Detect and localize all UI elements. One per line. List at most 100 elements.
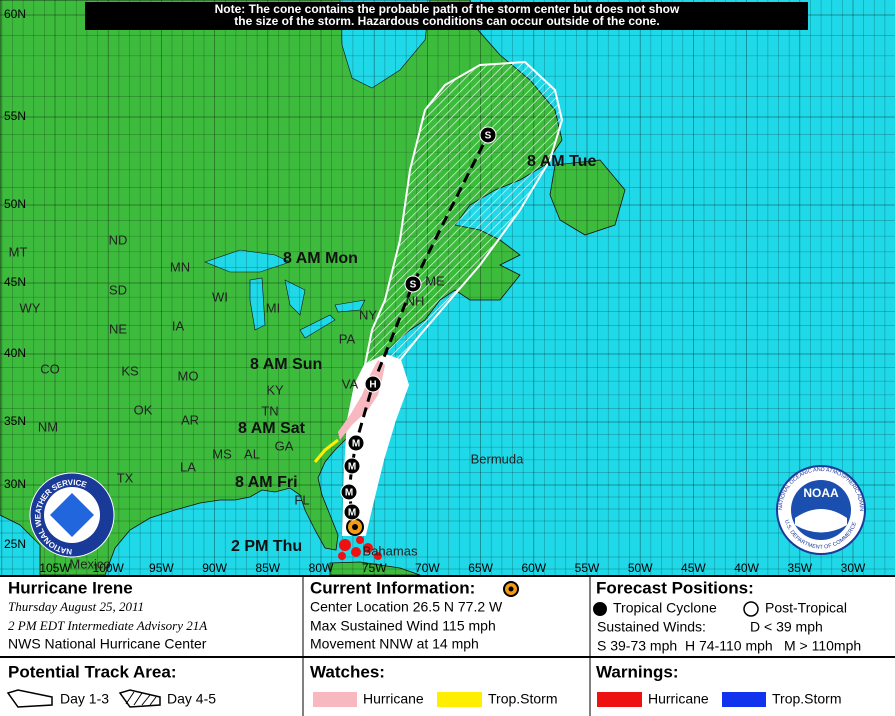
storm-name: Hurricane Irene	[8, 578, 133, 597]
region-label: FL	[294, 492, 309, 507]
region-label: TX	[117, 470, 134, 485]
longitude-label: 50W	[628, 561, 653, 575]
post-tropical-label: Post-Tropical	[765, 600, 847, 616]
region-label: PA	[339, 331, 356, 346]
track-symbol: S	[485, 131, 492, 142]
storm-watch	[313, 438, 339, 463]
track-symbol: H	[369, 380, 376, 391]
watch-storm: Trop.Storm	[488, 691, 558, 707]
region-label: Bermuda	[471, 451, 525, 466]
advisory: 2 PM EDT Intermediate Advisory 21A	[8, 618, 207, 633]
forecast-time: 2 PM Thu	[231, 538, 302, 555]
region-label: WY	[20, 300, 41, 315]
agency: NWS National Hurricane Center	[8, 636, 207, 652]
region-label: MT	[9, 244, 28, 259]
note: the size of the storm. Hazardous conditi…	[234, 14, 659, 28]
region-label: NM	[38, 419, 58, 434]
forecast-time: 8 AM Sat	[238, 420, 306, 437]
warning-hurricane: Hurricane	[648, 691, 709, 707]
grid	[0, 0, 895, 575]
track-symbol: M	[352, 439, 360, 450]
track-point	[347, 434, 365, 452]
current-line: Movement NNW at 14 mph	[310, 636, 479, 652]
longitude-label: 30W	[841, 561, 866, 575]
region-label: KS	[121, 363, 139, 378]
region-label: AR	[181, 412, 199, 427]
latitude-label: 50N	[4, 197, 26, 211]
longitude-label: 80W	[309, 561, 334, 575]
legend: Hurricane Irene Thursday August 25, 2011…	[0, 575, 895, 716]
wind-class: H 74-110 mph	[685, 638, 773, 654]
track-point	[343, 457, 361, 475]
winds-title: Sustained Winds:	[597, 619, 706, 635]
region-label: CO	[40, 361, 60, 376]
longitude-label: 45W	[681, 561, 706, 575]
day13-label: Day 1-3	[60, 691, 109, 707]
region-label: MO	[178, 368, 199, 383]
day45-label: Day 4-5	[167, 691, 216, 707]
forecast-time: 8 AM Fri	[235, 474, 298, 491]
region-label: SD	[109, 282, 127, 297]
watches-title: Watches:	[310, 662, 385, 681]
region-label: GA	[275, 438, 294, 453]
storm-date: Thursday August 25, 2011	[8, 599, 144, 614]
region-label: MI	[266, 300, 280, 315]
track-point	[340, 483, 358, 501]
track-symbol: M	[348, 508, 356, 519]
track-symbol: M	[348, 462, 356, 473]
longitude-label: 90W	[202, 561, 227, 575]
region-label: WI	[212, 289, 228, 304]
wind-class: M > 110mph	[784, 638, 861, 654]
track-point	[479, 126, 497, 144]
forecast-title: Forecast Positions:	[596, 578, 754, 597]
longitude-label: 60W	[521, 561, 546, 575]
longitude-label: 70W	[415, 561, 440, 575]
region-label: MN	[170, 259, 190, 274]
latitude-label: 40N	[4, 346, 26, 360]
latitude-label: 55N	[4, 109, 26, 123]
latitude-label: 30N	[4, 477, 26, 491]
region-label: KY	[266, 382, 284, 397]
current-line: Max Sustained Wind 115 mph	[310, 618, 496, 634]
longitude-label: 75W	[362, 561, 387, 575]
latitude-label: 25N	[4, 537, 26, 551]
track-symbol: M	[345, 488, 353, 499]
forecast-time: 8 AM Mon	[283, 250, 358, 267]
track-point	[343, 503, 361, 521]
region-label: AL	[244, 446, 260, 461]
region-label: Mexico	[69, 556, 110, 571]
longitude-label: 105W	[39, 561, 71, 575]
longitude-label: 85W	[255, 561, 280, 575]
region-label: NH	[406, 293, 425, 308]
nws-logo: NATIONAL WEATHER SERVICE	[29, 472, 115, 558]
map: 60N 55N 50N 45N 40N 35N 30N 25N 105W 100W 95W 90W 85…	[0, 0, 895, 576]
note-box	[85, 2, 808, 30]
region-label: NY	[359, 307, 377, 322]
region-label: OK	[134, 402, 153, 417]
region-label: TN	[261, 403, 278, 418]
region-label: ND	[109, 232, 128, 247]
longitude-label: 40W	[734, 561, 759, 575]
longitude-label: 100W	[93, 561, 125, 575]
land	[549, 159, 626, 236]
current-position	[352, 524, 358, 530]
region-label: NE	[109, 321, 127, 336]
forecast-time: 8 AM Tue	[527, 153, 596, 170]
track-point	[364, 375, 382, 393]
wind-class: S 39-73 mph	[597, 638, 677, 654]
track	[347, 134, 490, 528]
region-label: ME	[425, 273, 445, 288]
warning-storm: Trop.Storm	[772, 691, 842, 707]
tropical-label: Tropical Cyclone	[613, 600, 717, 616]
longitude-label: 65W	[468, 561, 493, 575]
longitude-label: 35W	[787, 561, 812, 575]
land	[329, 561, 421, 576]
region-label: MS	[212, 446, 232, 461]
track-symbol: S	[410, 280, 417, 291]
current-line: Center Location 26.5 N 77.2 W	[310, 599, 503, 615]
region-label: VA	[342, 376, 359, 391]
forecast-time: 8 AM Sun	[250, 356, 322, 373]
watch-hurricane: Hurricane	[363, 691, 424, 707]
